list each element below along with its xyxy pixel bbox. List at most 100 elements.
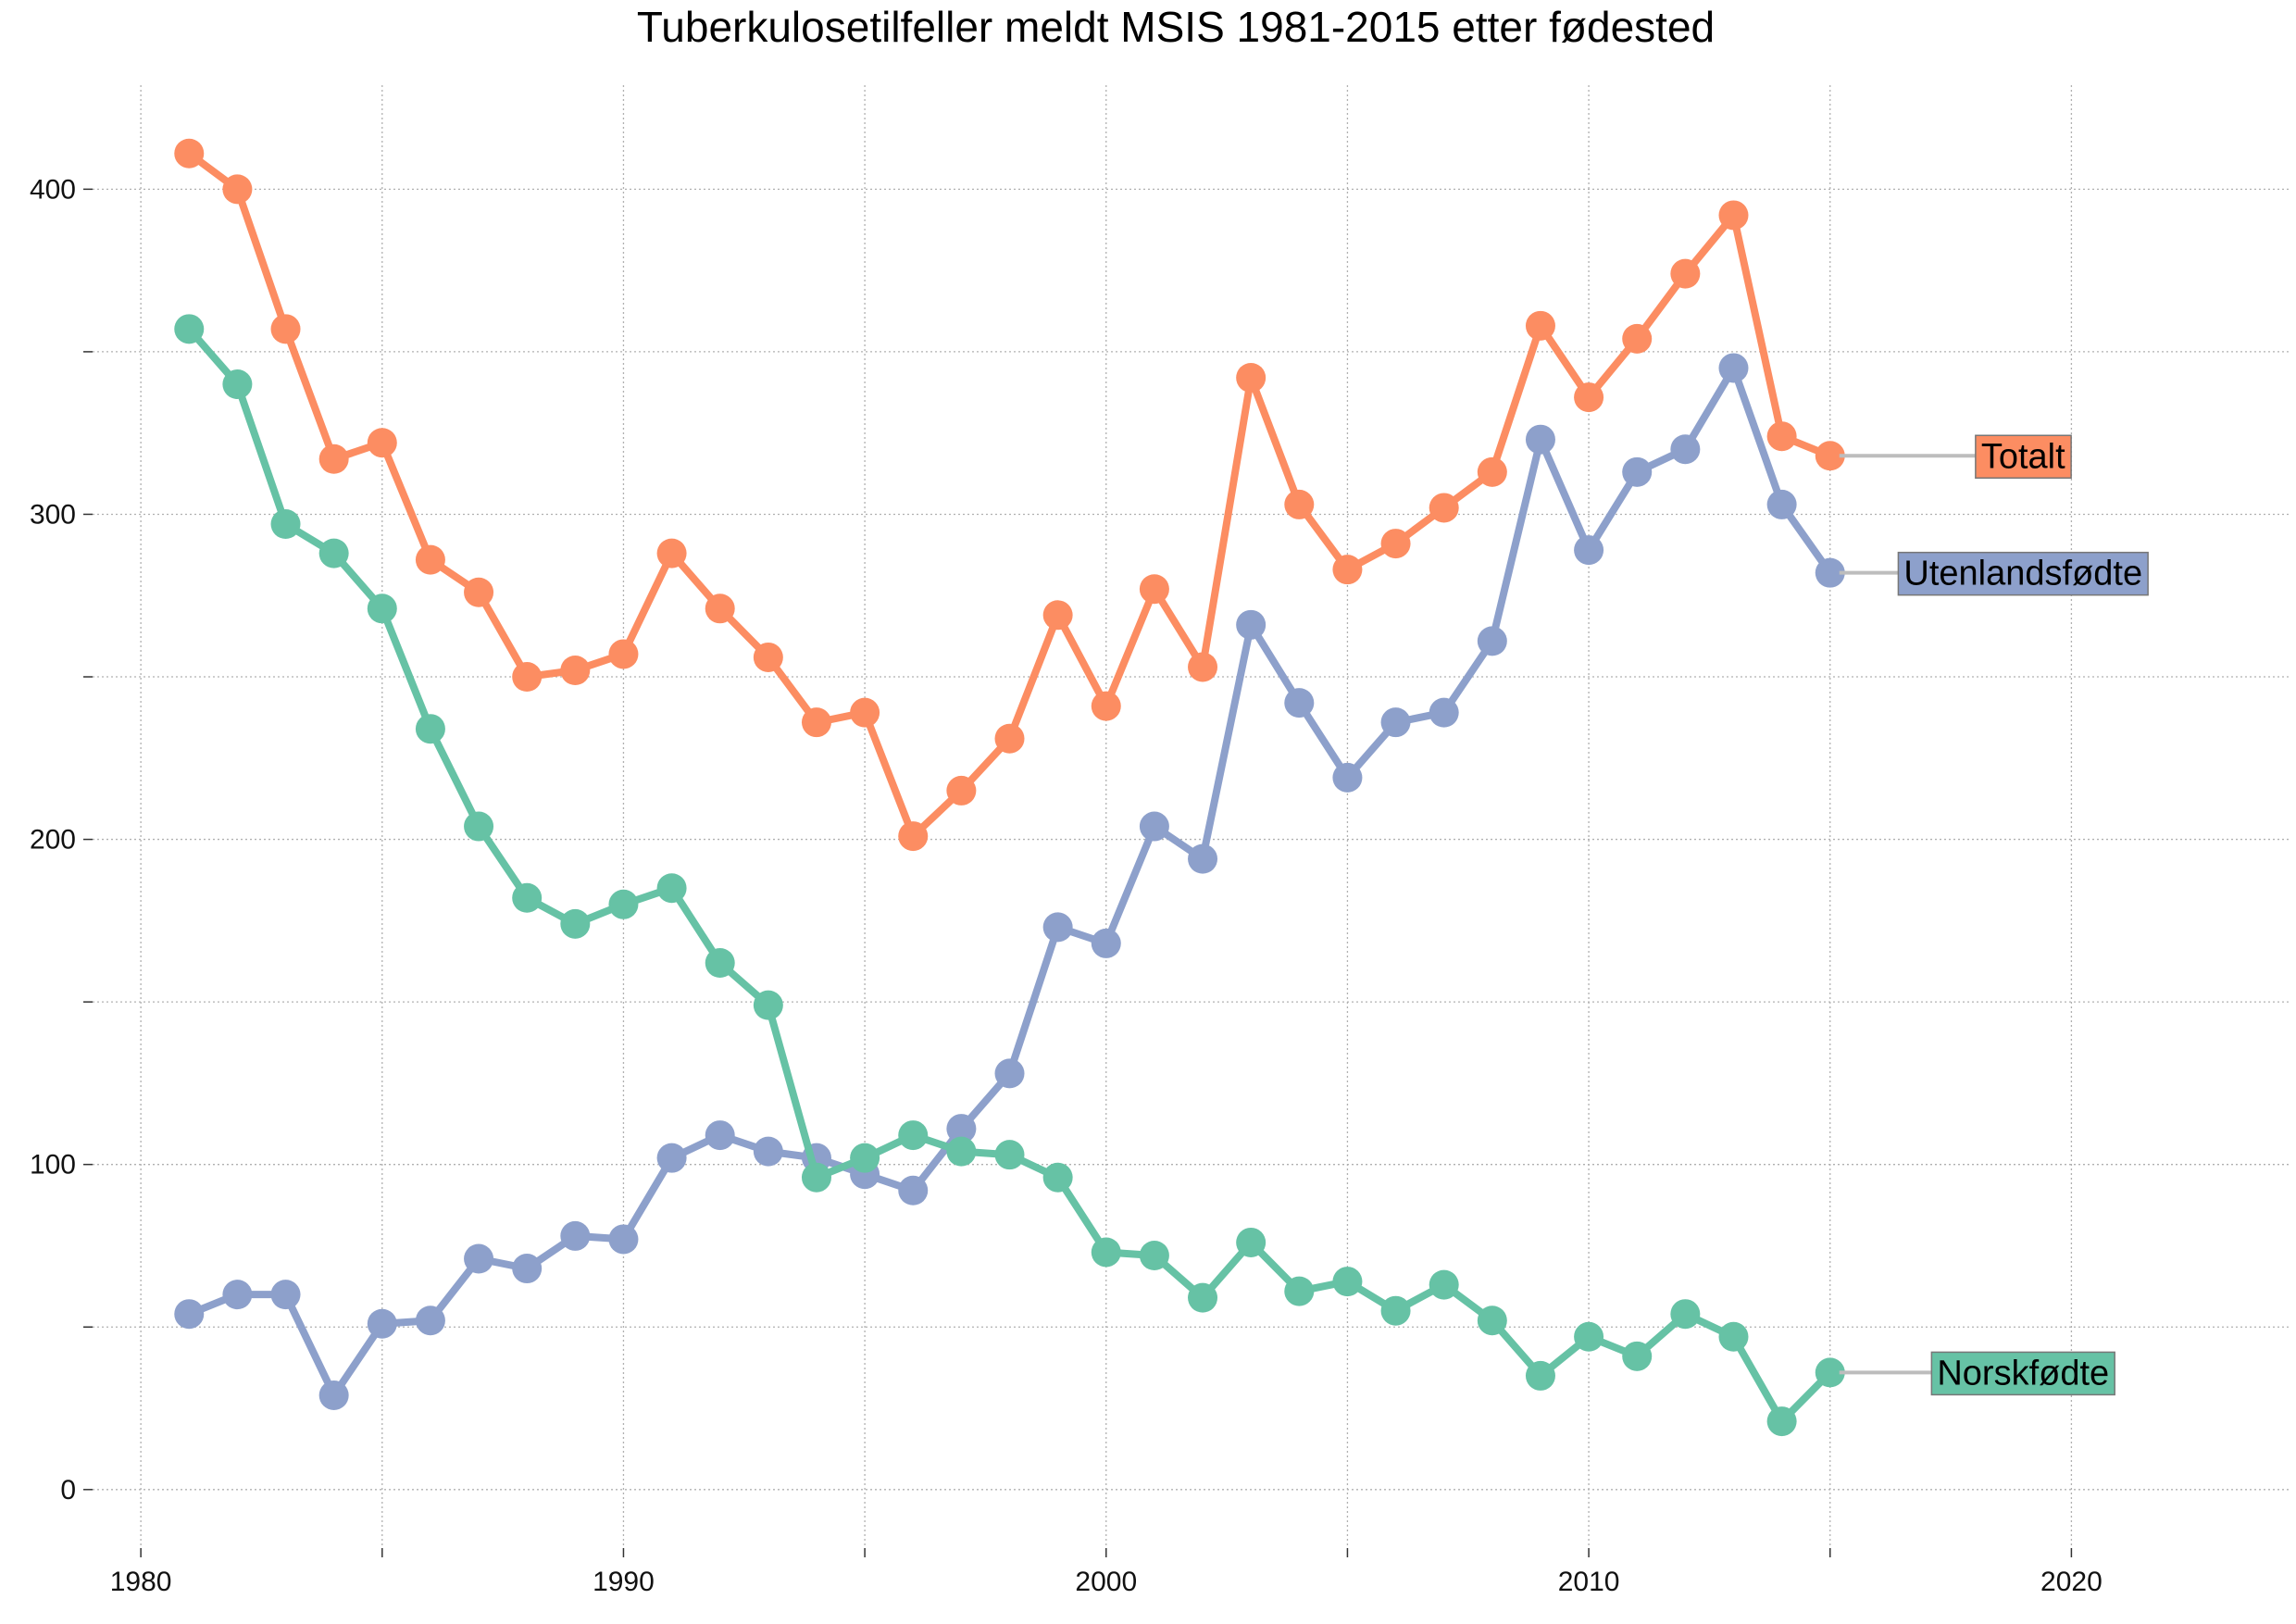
- data-point: [1188, 1282, 1218, 1313]
- data-point: [1380, 707, 1411, 738]
- data-point: [753, 642, 783, 672]
- data-point: [608, 889, 639, 919]
- data-point: [1139, 1241, 1169, 1270]
- data-point: [415, 714, 445, 744]
- data-point: [1718, 200, 1749, 231]
- data-point: [1284, 1276, 1315, 1306]
- data-point: [1139, 574, 1169, 605]
- data-point: [1236, 363, 1267, 393]
- data-point: [1042, 1162, 1073, 1193]
- data-point: [270, 509, 301, 539]
- data-point: [1622, 456, 1653, 487]
- data-point: [318, 443, 349, 474]
- series-label-box: [1897, 551, 2149, 596]
- data-point: [1766, 421, 1797, 452]
- data-point: [1815, 1357, 1845, 1388]
- data-point: [898, 1175, 929, 1206]
- data-point: [1670, 434, 1701, 465]
- x-tick-label: 2010: [1558, 1567, 1620, 1597]
- data-point: [753, 990, 783, 1020]
- data-point: [1477, 626, 1507, 656]
- data-point: [946, 775, 977, 806]
- data-point: [367, 593, 397, 624]
- data-point: [415, 544, 445, 575]
- data-point: [608, 1224, 639, 1255]
- data-point: [656, 873, 687, 904]
- data-point: [222, 1280, 253, 1310]
- series-label-box: [1975, 434, 2072, 480]
- data-point: [994, 1140, 1025, 1170]
- data-point: [318, 538, 349, 568]
- data-point: [898, 1120, 929, 1151]
- chart-title: Tuberkulosetilfeller meldt MSIS 1981-201…: [637, 3, 1715, 51]
- data-point: [705, 948, 735, 978]
- series-labels: Totalt Utenlandsfødte Norskfødte: [1839, 434, 2149, 1396]
- data-point: [1236, 609, 1267, 640]
- data-point: [753, 1136, 783, 1167]
- data-point: [1574, 382, 1604, 413]
- series-label: Totalt: [1975, 434, 2072, 480]
- data-point: [464, 811, 494, 842]
- data-point: [656, 538, 687, 568]
- data-point: [464, 1243, 494, 1274]
- series-line: [185, 364, 1834, 1399]
- data-point: [1188, 843, 1218, 874]
- data-point: [1622, 1341, 1653, 1371]
- y-tick-label: 100: [30, 1150, 76, 1181]
- data-point: [850, 1143, 880, 1173]
- x-tick-label: 1990: [593, 1567, 655, 1597]
- data-point: [1718, 1321, 1749, 1352]
- data-point: [512, 662, 543, 693]
- data-point: [1525, 310, 1555, 341]
- data-point: [1574, 535, 1604, 566]
- data-point: [1477, 456, 1507, 487]
- data-point: [1042, 912, 1073, 943]
- data-point: [801, 707, 831, 738]
- data-point: [512, 882, 543, 913]
- series-label-text: Utenlandsfødte: [1903, 555, 2142, 593]
- data-point: [1139, 811, 1169, 842]
- x-tick-label: 2000: [1075, 1567, 1137, 1597]
- data-point: [367, 1308, 397, 1339]
- y-tick-label: 200: [30, 825, 76, 856]
- data-point: [318, 1380, 349, 1410]
- data-point: [994, 723, 1025, 754]
- x-tick-label: 1980: [110, 1567, 172, 1597]
- data-point: [1477, 1305, 1507, 1336]
- data-point: [1042, 600, 1073, 631]
- series-label: Utenlandsfødte: [1897, 551, 2149, 596]
- data-point: [850, 697, 880, 728]
- data-point: [898, 821, 929, 852]
- data-point: [1670, 1299, 1701, 1330]
- data-point: [1718, 353, 1749, 383]
- data-point: [656, 1143, 687, 1173]
- data-point: [1525, 1360, 1555, 1391]
- y-tick-label: 300: [30, 499, 76, 530]
- data-point: [222, 174, 253, 205]
- series-Totalt: [174, 138, 1845, 852]
- data-point: [1091, 928, 1121, 958]
- data-point: [1236, 1227, 1267, 1257]
- data-point: [270, 314, 301, 344]
- y-axis: 0 100 200 300 400: [30, 174, 93, 1505]
- data-point: [946, 1136, 977, 1167]
- series-label: Norskfødte: [1930, 1351, 2115, 1396]
- data-point: [1091, 1237, 1121, 1268]
- data-point: [994, 1058, 1025, 1089]
- data-point: [560, 1220, 591, 1251]
- series-line: [185, 325, 1834, 1426]
- data-point: [174, 138, 205, 169]
- data-point: [270, 1280, 301, 1310]
- x-tick-label: 2020: [2040, 1567, 2103, 1597]
- y-tick-label: 0: [60, 1475, 76, 1505]
- series-Norskfødte: [174, 314, 1845, 1437]
- data-point: [1380, 529, 1411, 559]
- data-point: [946, 1114, 977, 1144]
- data-point: [608, 639, 639, 669]
- data-point: [1766, 1406, 1797, 1437]
- data-point: [464, 577, 494, 607]
- data-point: [1766, 489, 1797, 519]
- series-layer: [174, 138, 1845, 1437]
- series-label-text: Norskfødte: [1937, 1354, 2109, 1393]
